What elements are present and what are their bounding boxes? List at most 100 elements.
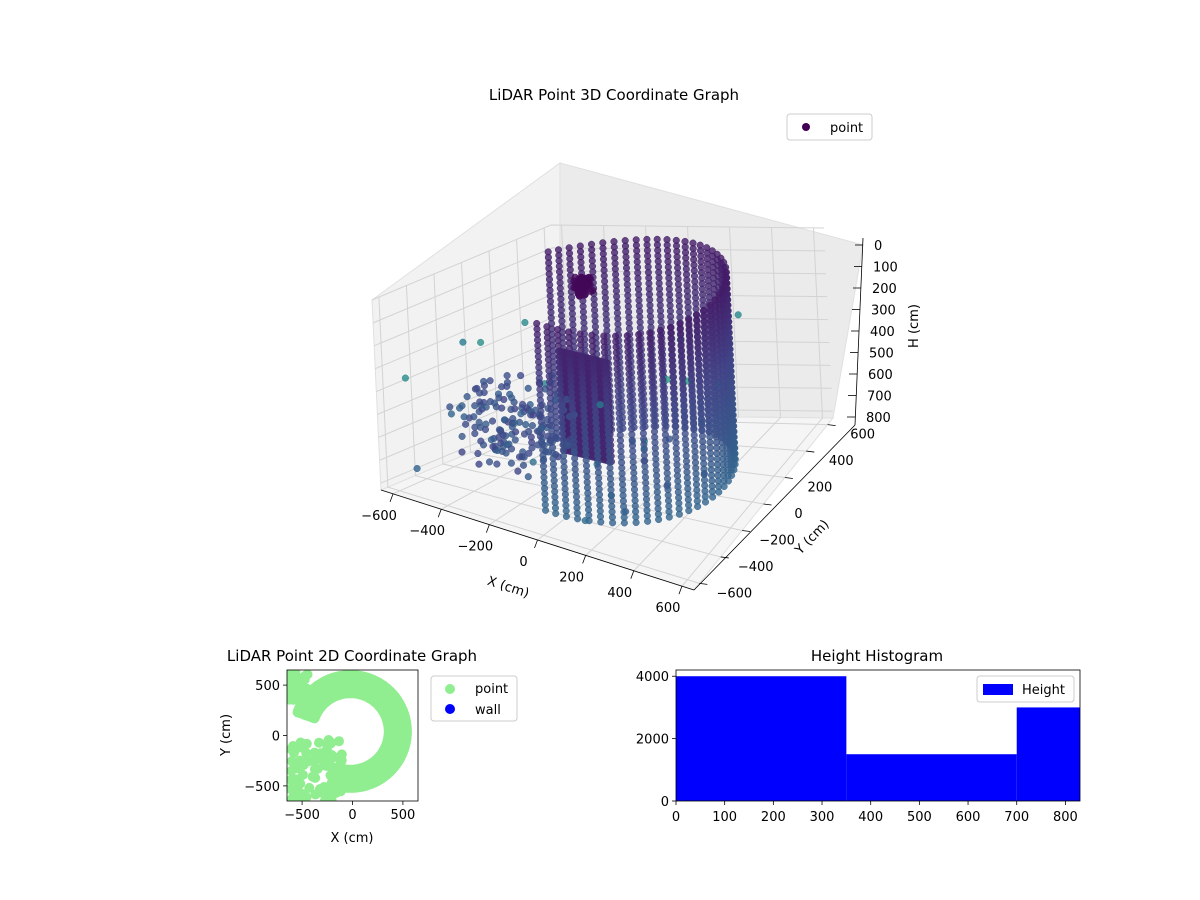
x-tick-3d xyxy=(437,509,442,518)
point-3d xyxy=(519,461,528,469)
point-3d xyxy=(644,517,652,525)
z-tick-label-3d: 300 xyxy=(871,304,896,319)
point-3d xyxy=(570,284,578,292)
point-3d xyxy=(459,338,467,346)
y-tick-label-2d: −500 xyxy=(244,780,280,795)
point-3d xyxy=(525,449,533,457)
z-axis-line xyxy=(854,237,864,426)
point-3d xyxy=(524,384,532,392)
scatter-2d-points xyxy=(287,670,412,801)
point-3d xyxy=(499,431,507,439)
x-tick-label-3d: −200 xyxy=(457,540,493,555)
point-3d xyxy=(520,430,529,438)
grid-line-x xyxy=(681,227,824,587)
grid-line-z xyxy=(372,247,826,324)
y-axis-label-3d: Y (cm) xyxy=(792,517,833,558)
x-tick-label-3d: 0 xyxy=(519,555,527,570)
point-3d xyxy=(471,429,479,438)
point-3d xyxy=(458,432,466,440)
point-3d xyxy=(521,318,529,327)
y-tick-label-histogram: 0 xyxy=(661,795,669,810)
y-tick-3d xyxy=(699,582,708,585)
x-tick-3d xyxy=(485,524,490,533)
point-2d xyxy=(304,782,315,793)
ticks-2d: −500 −500 0 0 500 500 xyxy=(244,679,415,823)
y-tick-label-3d: −600 xyxy=(716,586,752,601)
point-3d xyxy=(515,453,524,461)
z-tick-label-3d: 500 xyxy=(869,347,894,362)
point-3d xyxy=(503,372,511,380)
point-3d xyxy=(597,518,605,526)
legend-3d-marker-point xyxy=(802,123,810,131)
point-2d xyxy=(321,745,332,755)
x-tick-3d xyxy=(534,539,538,549)
point-3d xyxy=(529,458,537,466)
point-3d xyxy=(482,403,490,411)
point-3d xyxy=(401,374,409,382)
y-tick-3d xyxy=(827,424,836,427)
x-tick-3d xyxy=(678,586,683,595)
point-3d xyxy=(456,404,464,412)
scatter-3d-points xyxy=(401,235,742,527)
point-3d xyxy=(620,519,628,527)
x-tick-label-3d: −400 xyxy=(409,524,445,539)
point-2d xyxy=(288,747,299,758)
x-tick-label-histogram: 800 xyxy=(1053,810,1078,825)
point-3d xyxy=(517,372,525,380)
point-3d xyxy=(507,405,515,414)
point-3d xyxy=(514,467,522,475)
legend-2d-label-point: point xyxy=(475,682,508,697)
point-3d xyxy=(640,457,648,465)
point-2d xyxy=(311,763,322,774)
y-axis-label-2d: Y (cm) xyxy=(219,714,234,757)
point-2d xyxy=(288,757,299,768)
point-3d xyxy=(734,311,742,319)
point-3d xyxy=(487,436,495,444)
y-tick-3d xyxy=(720,556,729,559)
legend-2d-marker-wall xyxy=(445,704,455,714)
point-3d xyxy=(493,460,501,468)
y-tick-label-histogram: 4000 xyxy=(636,670,669,685)
legend-histogram-frame xyxy=(976,675,1075,703)
point-3d xyxy=(537,424,545,432)
point-3d xyxy=(529,411,537,419)
point-3d xyxy=(587,287,595,295)
ticks-histogram: 0 100 200 300 400 500 600 700 800 0 2000 4000 xyxy=(636,670,1078,825)
grid-line-z xyxy=(375,293,828,370)
histogram-bar xyxy=(1016,707,1080,801)
point-3d xyxy=(524,473,532,481)
x-tick-label-histogram: 100 xyxy=(712,810,737,825)
point-3d xyxy=(709,493,717,501)
point-3d xyxy=(528,422,536,430)
point-3d xyxy=(473,384,481,392)
point-3d xyxy=(495,394,503,402)
legend-3d: point xyxy=(786,113,873,141)
legend-histogram-swatch xyxy=(983,684,1013,695)
x-tick-label-3d: 600 xyxy=(656,601,681,616)
point-2d xyxy=(322,790,333,801)
legend-histogram: Height xyxy=(976,675,1075,703)
point-2d xyxy=(291,673,302,684)
z-tick-label-3d: 100 xyxy=(873,261,898,276)
grid-line-y xyxy=(378,297,700,584)
y-tick-label-3d: 400 xyxy=(829,454,854,469)
x-tick-3d xyxy=(389,493,394,502)
point-3d xyxy=(701,498,710,506)
point-2d xyxy=(333,752,343,763)
point-3d xyxy=(480,377,488,385)
point-3d xyxy=(471,402,479,410)
grid-line-y xyxy=(405,285,721,558)
y-tick-3d xyxy=(763,503,772,506)
x-tick-label-3d: 400 xyxy=(607,586,632,601)
point-3d xyxy=(581,517,589,525)
x-axis-label-3d: X (cm) xyxy=(485,574,531,602)
point-3d xyxy=(522,421,530,429)
point-3d xyxy=(498,447,506,455)
point-2d xyxy=(287,793,297,801)
y-tick-label-3d: 0 xyxy=(794,507,802,522)
point-3d xyxy=(655,515,663,524)
point-3d xyxy=(515,418,524,426)
point-2d xyxy=(287,765,297,776)
point-3d xyxy=(506,390,514,398)
x-tick-label-3d: 200 xyxy=(559,570,584,585)
